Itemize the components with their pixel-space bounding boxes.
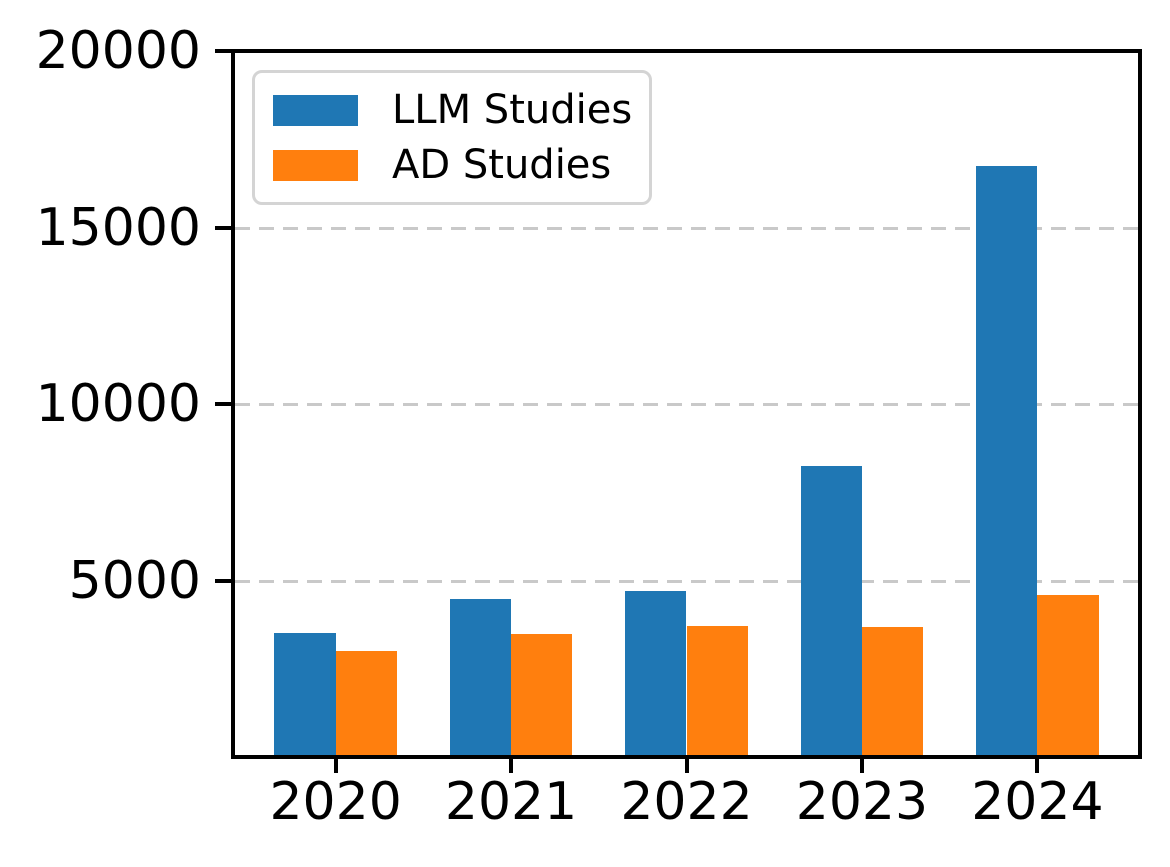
bar-llm-studies-2020 [274, 632, 336, 755]
y-tick-20000 [215, 49, 231, 53]
x-tick-2021 [509, 759, 514, 773]
bar-llm-studies-2021 [449, 598, 512, 755]
bar-llm-studies-2023 [800, 465, 862, 755]
legend-entry-ad-studies: AD Studies [273, 143, 631, 187]
bar-llm-studies-2024 [975, 166, 1038, 755]
legend-entry-llm-studies: LLM Studies [273, 87, 633, 133]
x-tick-label-2022: 2022 [620, 772, 753, 832]
x-tick-label-2021: 2021 [444, 772, 578, 832]
x-tick-label-2020: 2020 [269, 772, 402, 832]
legend-swatch-ad-studies [273, 149, 358, 181]
y-tick-5000 [215, 578, 231, 583]
bar-ad-studies-2022 [686, 626, 748, 755]
plot-area [231, 49, 1142, 759]
x-tick-2023 [859, 759, 864, 773]
bar-ad-studies-2020 [335, 651, 398, 755]
x-tick-label-2023: 2023 [795, 772, 929, 832]
plot-inner [235, 53, 1138, 755]
y-tick-label-15000: 15000 [35, 197, 201, 258]
legend: LLM Studies AD Studies [252, 70, 652, 205]
bar-llm-studies-2022 [625, 591, 687, 755]
y-tick-label-5000: 5000 [68, 550, 201, 611]
gridline-5000 [235, 579, 1138, 583]
bar-ad-studies-2023 [861, 626, 924, 755]
x-tick-2024 [1035, 759, 1040, 773]
x-tick-2022 [684, 759, 689, 773]
y-tick-label-10000: 10000 [35, 374, 201, 434]
bar-ad-studies-2024 [1037, 594, 1099, 755]
y-tick-15000 [215, 225, 231, 230]
gridline-10000 [235, 403, 1138, 406]
bar-ad-studies-2021 [511, 633, 573, 755]
y-tick-label-20000: 20000 [35, 21, 201, 81]
gridline-15000 [235, 226, 1138, 230]
legend-label-ad-studies: AD Studies [392, 142, 612, 188]
legend-swatch-llm-studies [273, 94, 358, 126]
x-tick-label-2024: 2024 [971, 772, 1104, 832]
legend-label-llm-studies: LLM Studies [392, 87, 633, 133]
y-tick-10000 [215, 402, 231, 406]
x-tick-2020 [333, 759, 338, 773]
